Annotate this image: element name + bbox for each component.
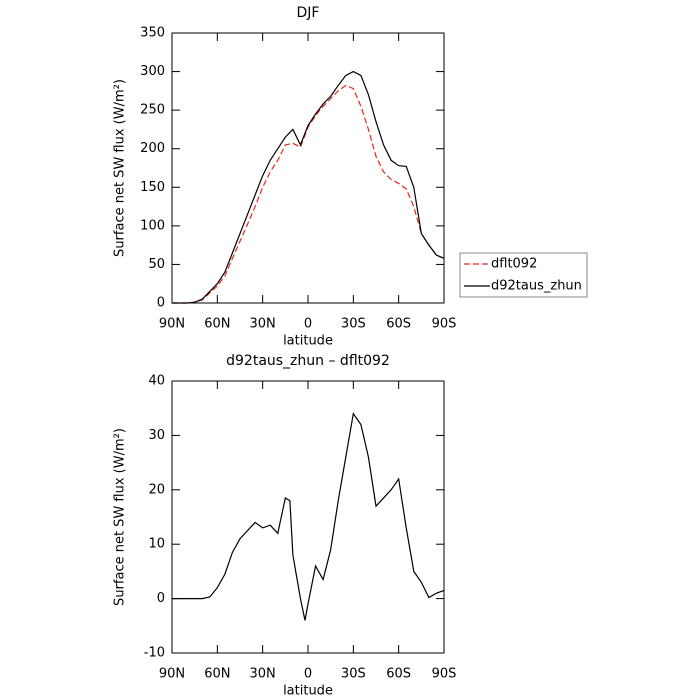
x-tick-label: 30N xyxy=(250,667,276,682)
legend-box xyxy=(459,252,588,298)
y-tick-label: -10 xyxy=(144,646,165,661)
y-tick-label: 300 xyxy=(140,64,165,79)
x-tick-label: 90S xyxy=(432,317,457,332)
y-tick-label: 200 xyxy=(140,141,165,156)
x-tick-label: 90N xyxy=(159,667,185,682)
y-tick-label: 100 xyxy=(140,218,165,233)
x-tick-label: 0 xyxy=(304,667,312,682)
x-tick-label: 30S xyxy=(341,317,366,332)
y-tick-label: 50 xyxy=(148,257,165,272)
y-tick-label: 20 xyxy=(148,482,165,497)
x-axis-label: latitude xyxy=(283,684,333,699)
y-tick-label: 30 xyxy=(148,428,165,443)
x-tick-label: 60S xyxy=(386,667,411,682)
y-axis-label: Surface net SW flux (W/m²) xyxy=(113,428,128,606)
x-tick-label: 60S xyxy=(386,317,411,332)
x-axis-label: latitude xyxy=(283,334,333,349)
x-tick-label: 30N xyxy=(250,317,276,332)
plot-frame xyxy=(171,32,445,304)
plot-frame xyxy=(171,380,445,654)
chart-title: DJF xyxy=(297,5,320,21)
x-tick-label: 90N xyxy=(159,317,185,332)
legend-label: dflt092 xyxy=(491,257,537,272)
y-tick-label: 0 xyxy=(157,591,165,606)
y-tick-label: 150 xyxy=(140,180,165,195)
x-tick-label: 0 xyxy=(304,317,312,332)
x-tick-label: 60N xyxy=(204,317,230,332)
y-tick-label: 10 xyxy=(148,537,165,552)
x-tick-label: 60N xyxy=(204,667,230,682)
y-tick-label: 0 xyxy=(157,296,165,311)
x-tick-label: 30S xyxy=(341,667,366,682)
legend-label: d92taus_zhun xyxy=(491,279,582,294)
y-tick-label: 40 xyxy=(148,374,165,389)
x-tick-label: 90S xyxy=(432,667,457,682)
series-line xyxy=(172,84,445,304)
series-line xyxy=(172,70,445,304)
y-tick-label: 250 xyxy=(140,103,165,118)
chart-title: d92taus_zhun – dflt092 xyxy=(226,353,390,369)
y-tick-label: 350 xyxy=(140,26,165,41)
y-axis-label: Surface net SW flux (W/m²) xyxy=(113,79,128,257)
series-line xyxy=(172,412,445,621)
